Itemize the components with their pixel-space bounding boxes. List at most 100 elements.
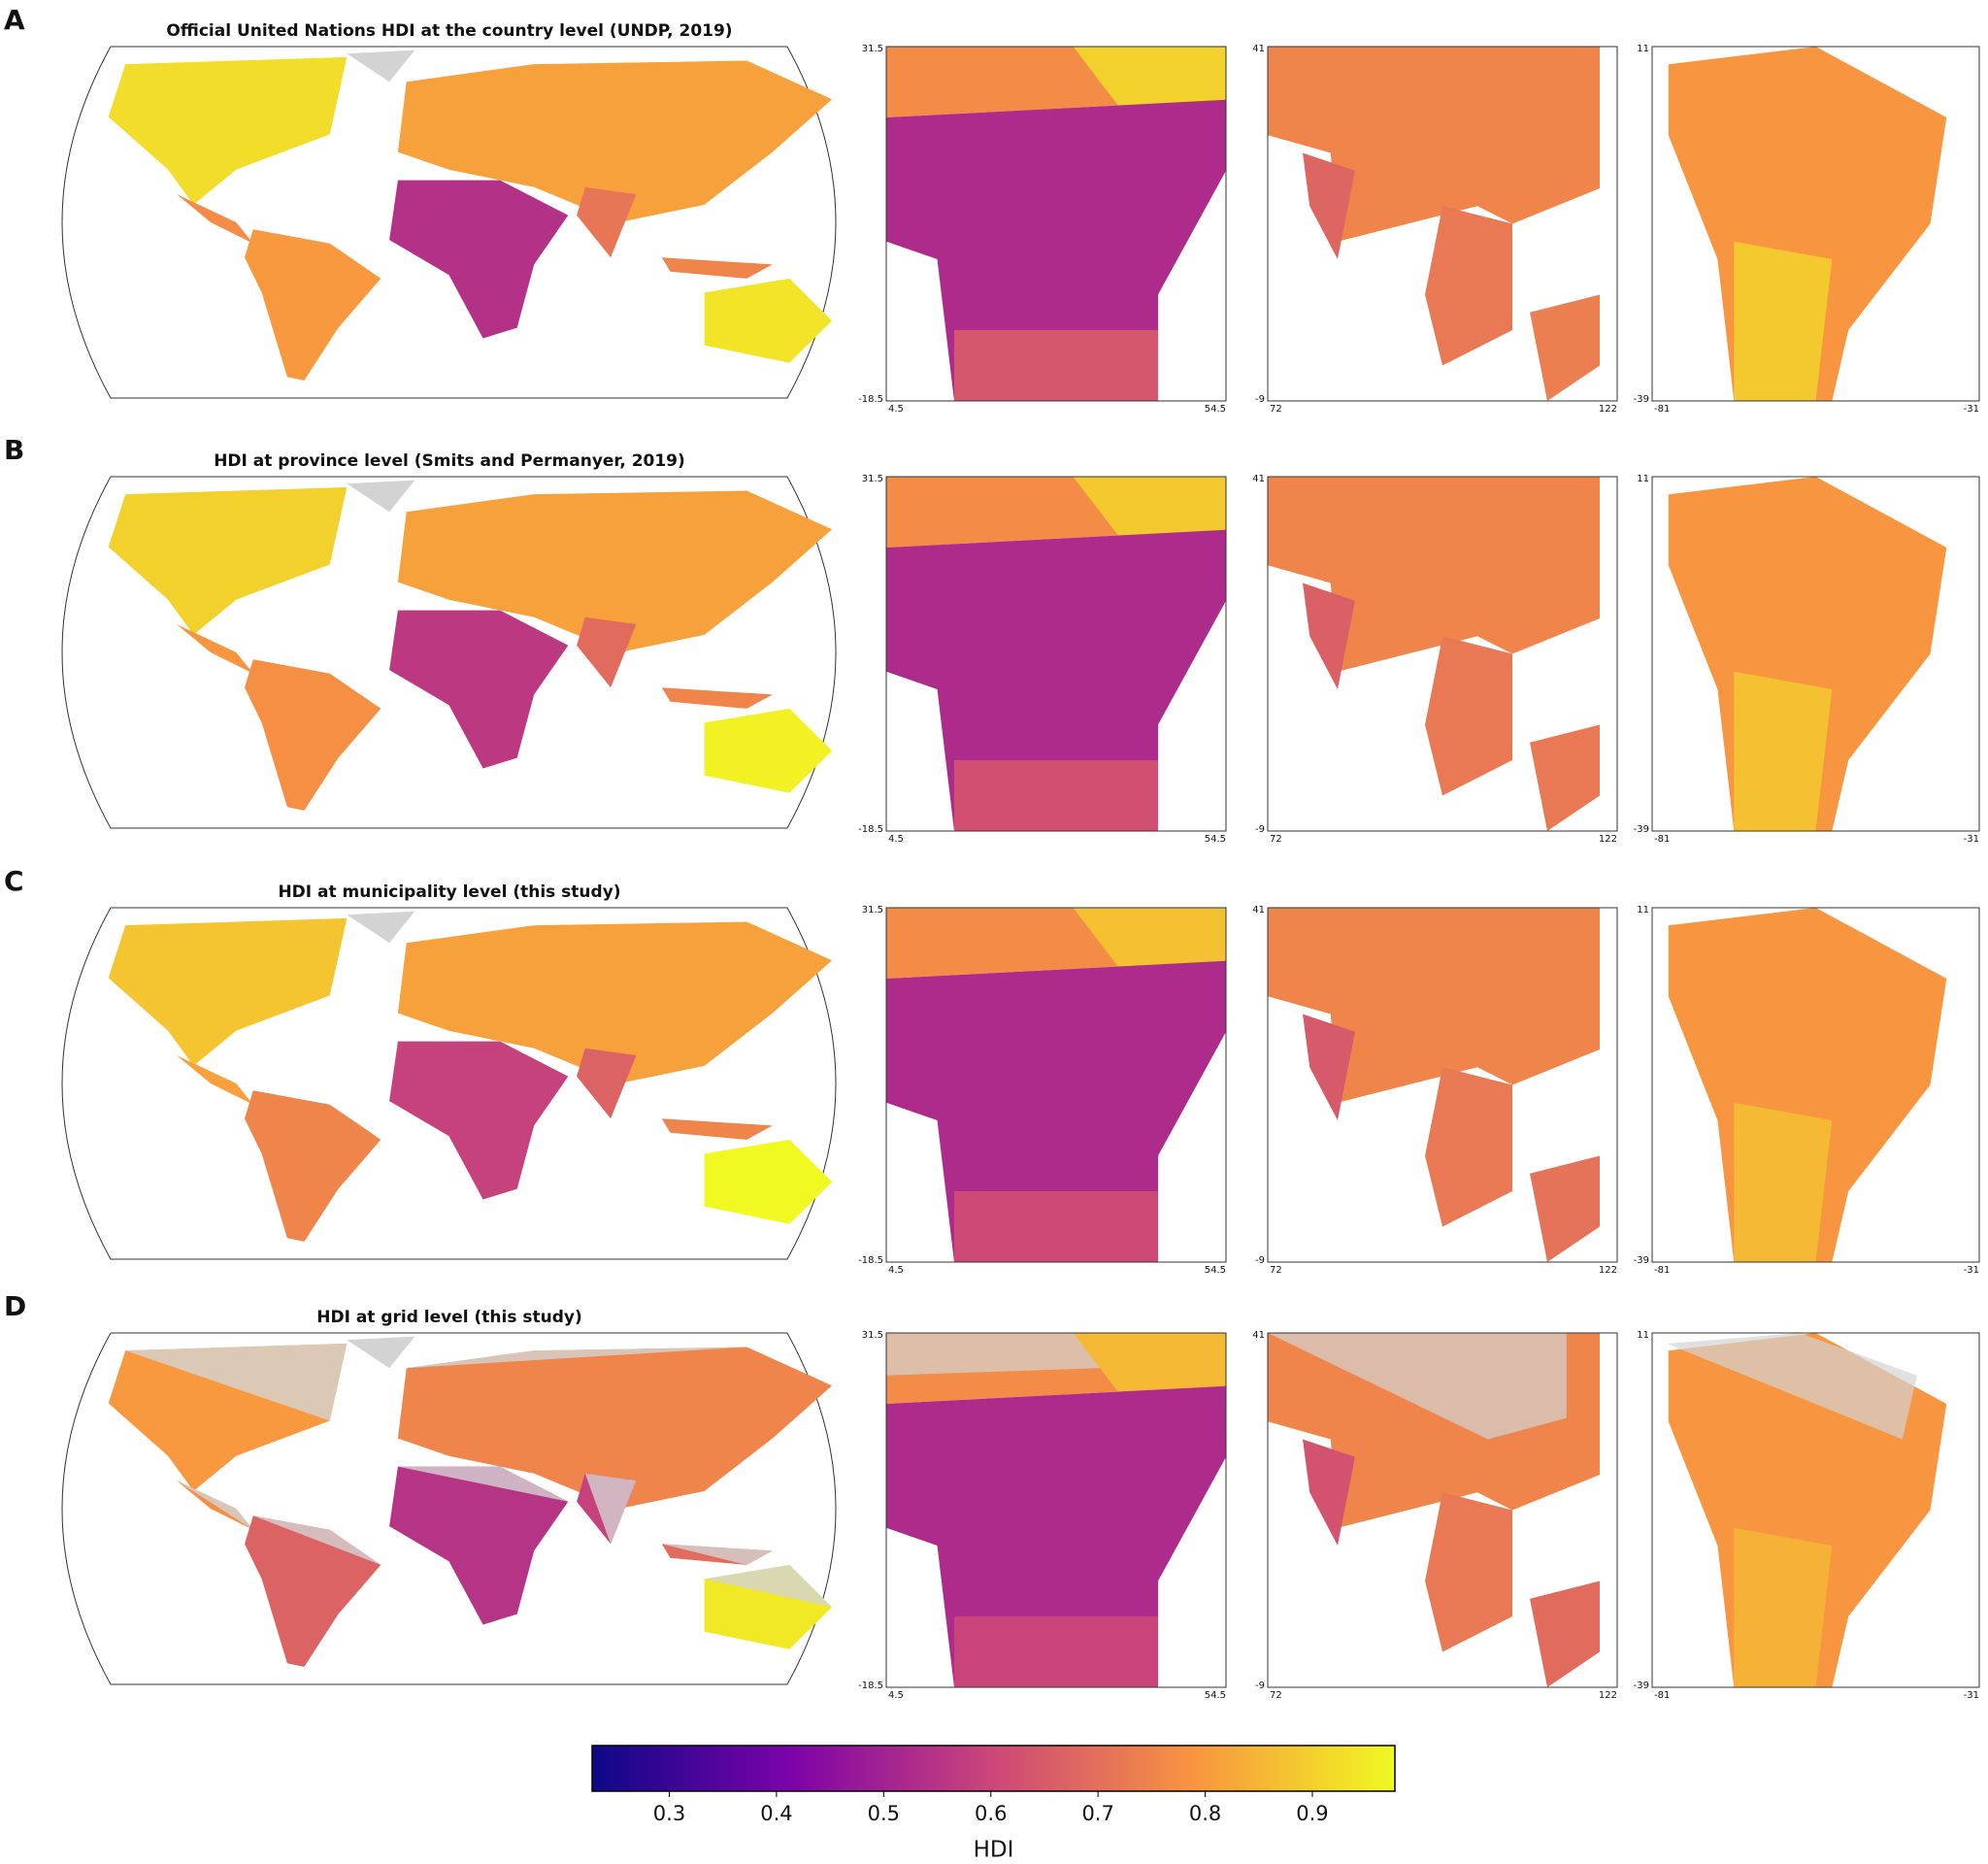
land-region: [397, 490, 833, 652]
land-region: [704, 1139, 833, 1224]
inset-map: 31.5 -18.5 4.5 54.5: [858, 474, 1227, 845]
land-region: [886, 960, 1226, 1262]
colorbar-tick-label: 0.6: [975, 1802, 1007, 1825]
inset-x-tick: -31: [1964, 1265, 1979, 1276]
land-region: [1425, 1492, 1512, 1652]
panel-title: HDI at municipality level (this study): [278, 882, 620, 902]
land-region: [1734, 241, 1833, 401]
inset-y-tick: -18.5: [858, 824, 883, 835]
inset-map: 11 -39 -81 -31: [1634, 905, 1980, 1276]
no-data-region: [1667, 1333, 1917, 1440]
land-region: [389, 610, 569, 769]
inset-x-tick: -81: [1654, 834, 1670, 845]
inset-x-tick: 122: [1599, 1265, 1617, 1276]
inset-y-tick: -18.5: [858, 394, 883, 405]
colorbar: [591, 1745, 1396, 1792]
inset-frame: [885, 1332, 1227, 1688]
inset-x-tick: 122: [1599, 404, 1617, 415]
inset-x-tick: -31: [1964, 834, 1979, 845]
no-data-region: [397, 1466, 569, 1502]
land-region: [1268, 47, 1600, 242]
map-frame: [61, 1332, 837, 1685]
land-region: [661, 257, 773, 279]
inset-x-tick: 72: [1270, 834, 1282, 845]
inset-frame: [885, 907, 1227, 1263]
inset-y-tick: -9: [1255, 824, 1265, 835]
land-region: [1303, 1439, 1355, 1546]
inset-y-tick: 31.5: [862, 474, 883, 484]
map-frame: [61, 46, 837, 399]
inset-x-tick: -81: [1654, 1690, 1670, 1701]
inset-x-tick: 54.5: [1205, 1690, 1226, 1701]
no-data-region: [125, 1343, 348, 1421]
land-region: [347, 50, 415, 83]
inset-x-tick: 72: [1270, 404, 1282, 415]
world-map: [61, 1332, 837, 1685]
map-frame: [61, 907, 837, 1260]
colorbar-tick-label: 0.5: [868, 1802, 900, 1825]
land-region: [347, 911, 415, 944]
land-region: [1530, 1155, 1600, 1262]
inset-x-tick: 54.5: [1205, 404, 1226, 415]
colorbar-label: HDI: [974, 1838, 1014, 1863]
land-region: [1268, 908, 1600, 1103]
panel-title: Official United Nations HDI at the count…: [166, 21, 732, 41]
land-region: [347, 1336, 415, 1369]
inset-frame: [1651, 907, 1980, 1263]
no-data-region: [1268, 1333, 1567, 1440]
inset-y-tick: 41: [1252, 905, 1265, 915]
land-region: [886, 529, 1226, 831]
land-region: [1530, 294, 1600, 401]
inset-y-tick: 31.5: [862, 1330, 883, 1341]
colorbar-tick-label: 0.3: [653, 1802, 685, 1825]
inset-y-tick: 41: [1252, 474, 1265, 484]
inset-y-tick: 11: [1637, 905, 1649, 915]
inset-frame: [1267, 476, 1618, 832]
land-region: [245, 1515, 381, 1667]
world-map: [61, 476, 837, 829]
inset-x-tick: 72: [1270, 1690, 1282, 1701]
inset-frame: [1267, 46, 1618, 402]
inset-x-tick: 122: [1599, 1690, 1617, 1701]
inset-y-tick: -18.5: [858, 1255, 883, 1266]
no-data-region: [252, 1515, 381, 1565]
inset-y-tick: -18.5: [858, 1681, 883, 1691]
land-region: [577, 1048, 637, 1119]
land-region: [108, 917, 348, 1066]
inset-frame: [1651, 1332, 1980, 1688]
land-region: [176, 194, 253, 244]
panel-label: C: [4, 865, 24, 897]
land-region: [577, 186, 637, 258]
land-region: [1530, 724, 1600, 831]
inset-frame: [1267, 1332, 1618, 1688]
inset-y-tick: -9: [1255, 394, 1265, 405]
land-region: [245, 229, 381, 381]
inset-x-tick: -31: [1964, 1690, 1979, 1701]
land-region: [397, 921, 833, 1083]
land-region: [1425, 206, 1512, 366]
inset-frame: [1651, 476, 1980, 832]
inset-frame: [1267, 907, 1618, 1263]
land-region: [176, 624, 253, 674]
inset-frame: [1651, 46, 1980, 402]
inset-y-tick: -9: [1255, 1681, 1265, 1691]
no-data-region: [704, 1564, 833, 1608]
inset-map: 41 -9 72 122: [1252, 474, 1618, 845]
inset-map: 31.5 -18.5 4.5 54.5: [858, 1330, 1227, 1701]
land-region: [1425, 636, 1512, 796]
inset-map: 11 -39 -81 -31: [1634, 1330, 1980, 1701]
colorbar-tick-label: 0.8: [1189, 1802, 1221, 1825]
land-region: [1303, 582, 1355, 689]
inset-x-tick: 122: [1599, 834, 1617, 845]
land-region: [389, 1466, 569, 1625]
inset-x-tick: -81: [1654, 404, 1670, 415]
inset-x-tick: 4.5: [888, 1265, 904, 1276]
land-region: [245, 659, 381, 811]
land-region: [108, 56, 348, 205]
land-region: [954, 330, 1158, 401]
inset-map: 31.5 -18.5 4.5 54.5: [858, 44, 1227, 415]
inset-y-tick: -39: [1634, 394, 1649, 405]
land-region: [954, 1616, 1158, 1687]
inset-x-tick: 54.5: [1205, 834, 1226, 845]
